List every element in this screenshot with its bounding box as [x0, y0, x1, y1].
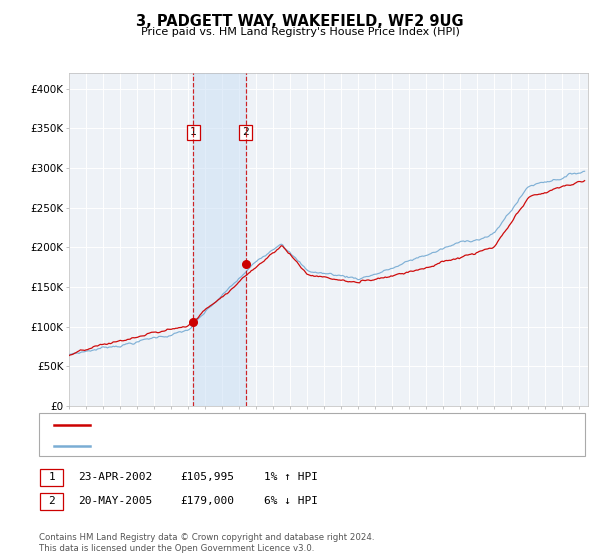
Text: £179,000: £179,000	[180, 496, 234, 506]
Text: Price paid vs. HM Land Registry's House Price Index (HPI): Price paid vs. HM Land Registry's House …	[140, 27, 460, 37]
Text: 3, PADGETT WAY, WAKEFIELD, WF2 9UG: 3, PADGETT WAY, WAKEFIELD, WF2 9UG	[136, 14, 464, 29]
Text: 2: 2	[48, 496, 55, 506]
Bar	[193, 73, 245, 406]
Text: 1% ↑ HPI: 1% ↑ HPI	[264, 472, 318, 482]
Text: 20-MAY-2005: 20-MAY-2005	[78, 496, 152, 506]
Text: 1: 1	[48, 472, 55, 482]
Text: 2: 2	[242, 127, 249, 137]
Text: Contains HM Land Registry data © Crown copyright and database right 2024.
This d: Contains HM Land Registry data © Crown c…	[39, 533, 374, 553]
Text: £105,995: £105,995	[180, 472, 234, 482]
Text: HPI: Average price, detached house, Wakefield: HPI: Average price, detached house, Wake…	[95, 441, 359, 451]
Text: 1: 1	[190, 127, 197, 137]
Text: 23-APR-2002: 23-APR-2002	[78, 472, 152, 482]
Text: 3, PADGETT WAY, WAKEFIELD, WF2 9UG (detached house): 3, PADGETT WAY, WAKEFIELD, WF2 9UG (deta…	[95, 421, 394, 430]
Text: 6% ↓ HPI: 6% ↓ HPI	[264, 496, 318, 506]
